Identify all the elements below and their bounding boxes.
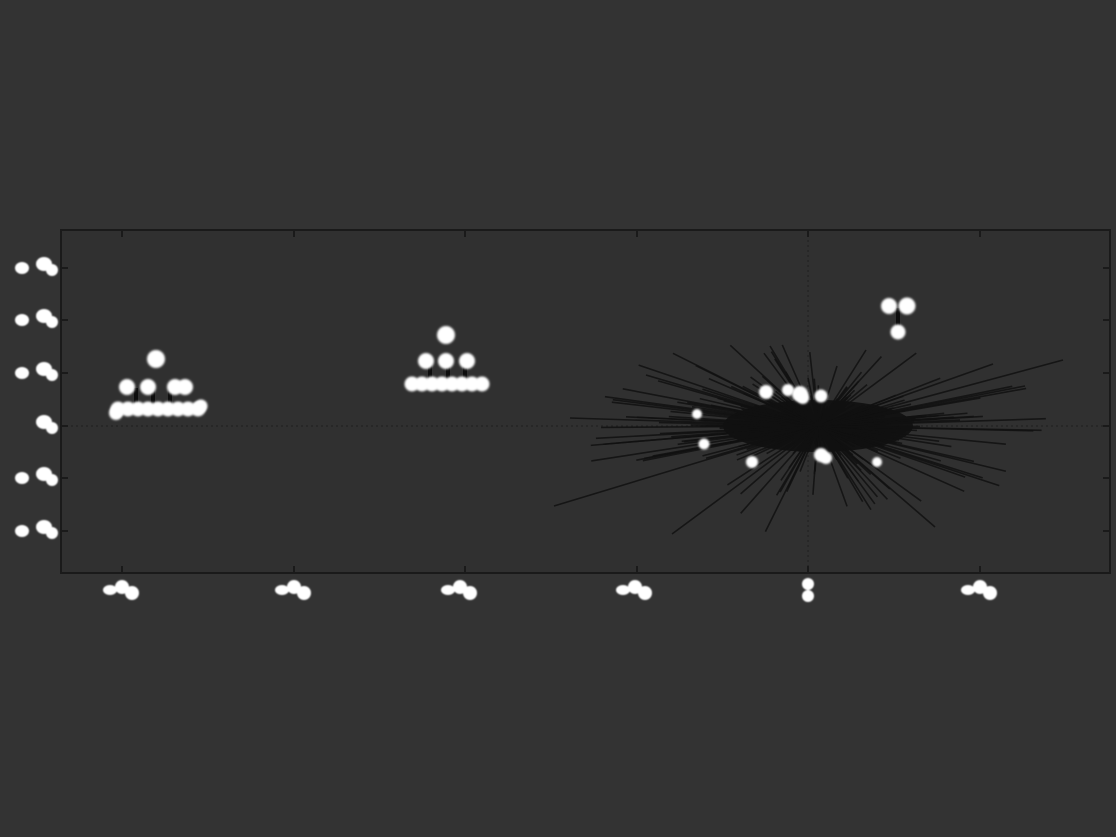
burst-line: [817, 425, 877, 469]
burst-line: [817, 425, 848, 443]
y-tick-label-5-b: [46, 527, 58, 539]
burst-outlier-line-0: [817, 359, 1064, 427]
burst-outlier-line-7: [769, 345, 819, 427]
marker-4: [814, 389, 828, 403]
burst-line: [726, 425, 819, 486]
burst-line: [740, 425, 819, 514]
burst-outlier-line-1: [817, 385, 1026, 427]
x-tick-label-5-c: [983, 586, 997, 600]
y-tick-label-5-c: [15, 525, 29, 537]
burst-line: [750, 376, 819, 427]
burst-line: [595, 425, 819, 440]
marker: [437, 326, 455, 344]
x-tick-label-2-a: [441, 585, 455, 595]
marker-3: [797, 392, 809, 404]
burst-outlier-line-8: [817, 349, 867, 427]
x-tick-label-4: [802, 578, 814, 590]
burst-line: [807, 425, 819, 453]
marker: [474, 376, 490, 392]
x-tick-label-1-c: [297, 586, 311, 600]
burst-line: [817, 425, 952, 448]
burst-line: [817, 425, 849, 479]
burst-line: [817, 425, 1042, 432]
marker-7: [746, 456, 758, 468]
burst-line: [642, 425, 819, 462]
marker: [177, 379, 193, 395]
y-tick-label-1-b: [46, 316, 58, 328]
marker: [418, 353, 434, 369]
x-tick-label-0-a: [103, 585, 117, 595]
burst-line: [788, 425, 819, 469]
marker: [194, 399, 208, 413]
burst-outlier-line-5: [569, 417, 819, 427]
burst-line: [817, 352, 917, 427]
burst-line: [734, 410, 819, 427]
marker-0: [759, 385, 773, 399]
burst-line: [817, 425, 983, 479]
marker: [890, 324, 906, 340]
burst-line: [740, 425, 819, 495]
marker-6: [698, 438, 710, 450]
burst-outlier-line-6: [817, 425, 936, 528]
burst-line: [786, 425, 819, 492]
x-tick-label-3-a: [616, 585, 630, 595]
y-tick-label-0-c: [15, 262, 29, 274]
burst-line: [672, 352, 819, 427]
marker-1: [782, 384, 794, 396]
marker: [898, 297, 916, 315]
marker: [119, 379, 135, 395]
burst-outlier-line-3: [553, 425, 819, 507]
x-tick-label-0-c: [125, 586, 139, 600]
burst-line: [817, 407, 846, 427]
marker: [109, 406, 123, 420]
burst-line: [813, 425, 819, 445]
burst-outlier-line-2: [817, 363, 994, 427]
burst-line: [817, 407, 825, 427]
y-tick-label-4-b: [46, 474, 58, 486]
burst-outlier-line-4: [671, 425, 819, 535]
burst-line: [817, 356, 882, 427]
marker: [438, 353, 454, 369]
y-tick-label-3-b: [46, 422, 58, 434]
y-tick-label-2-c: [15, 367, 29, 379]
x-tick-label-3-c: [638, 586, 652, 600]
burst-line: [729, 344, 819, 427]
y-tick-label-4-c: [15, 472, 29, 484]
marker-clusters: [109, 297, 916, 468]
burst-line: [808, 352, 819, 427]
y-tick-label-1-c: [15, 314, 29, 326]
burst-outlier-line-9: [645, 374, 819, 427]
marker: [881, 298, 897, 314]
tick-labels: [15, 257, 997, 602]
x-tick-label-5-a: [961, 585, 975, 595]
marker-9: [820, 452, 832, 464]
y-tick-label-2-b: [46, 369, 58, 381]
burst-line: [765, 392, 819, 427]
burst-line: [604, 395, 819, 427]
x-tick-label-2-c: [463, 586, 477, 600]
burst-line: [781, 344, 819, 427]
burst-line: [736, 425, 819, 461]
marker: [147, 350, 165, 368]
x-tick-label-4-b: [802, 590, 814, 602]
line-burst: [553, 344, 1064, 535]
marker: [459, 353, 475, 369]
burst-line: [817, 425, 848, 507]
x-tick-label-1-a: [275, 585, 289, 595]
marker: [140, 379, 156, 395]
burst-line: [814, 425, 819, 472]
marker-10: [872, 457, 882, 467]
marker-5: [692, 409, 702, 419]
y-tick-label-0-b: [46, 264, 58, 276]
tick-marks: [61, 230, 1110, 573]
